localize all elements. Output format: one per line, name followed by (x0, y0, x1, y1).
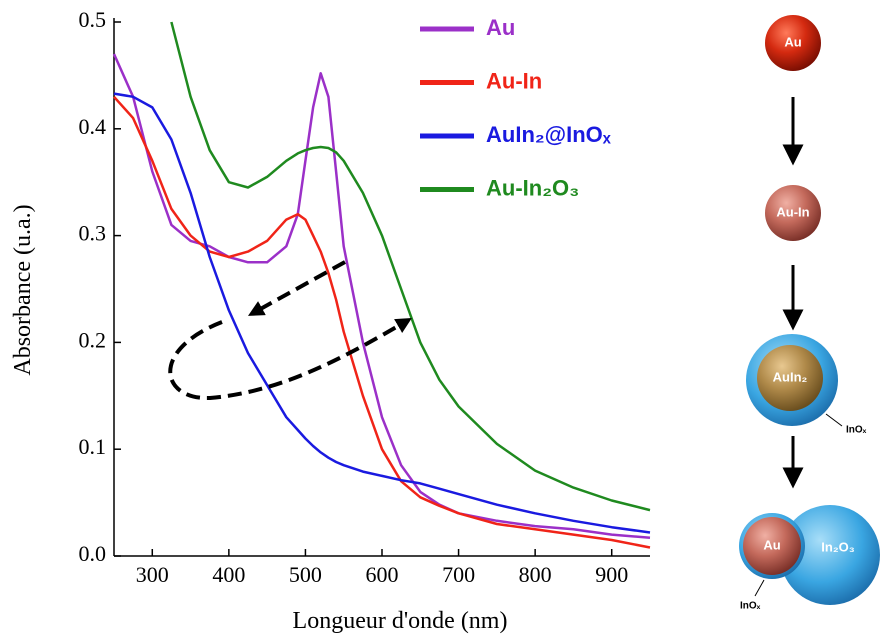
y-tick-label: 0.0 (79, 541, 107, 566)
node-label: Au (784, 34, 801, 49)
node-label: Au (763, 537, 780, 552)
node-label: AuIn₂ (773, 369, 808, 384)
legend-label: Au-In₂O₃ (486, 175, 579, 200)
x-tick-label: 900 (595, 562, 628, 587)
legend-label: Au (486, 15, 515, 40)
plot: 0.0 0.1 0.2 0.3 0.4 0.5 300 400 500 600 700 800 900 A… (79, 7, 651, 587)
x-axis-label: Longueur d'onde (nm) (293, 608, 508, 634)
diagram: Au Au-In AuIn₂ InOₓ Au In₂O₃ InOₓ (739, 15, 880, 612)
shell-label: InOₓ (740, 601, 761, 612)
x-tick-label: 600 (366, 562, 399, 587)
y-tick-label: 0.1 (79, 434, 107, 459)
y-tick-label: 0.2 (79, 327, 107, 352)
series-line (113, 95, 651, 549)
shell-label: InOₓ (846, 425, 867, 436)
node-label: Au-In (776, 204, 809, 219)
y-tick-label: 0.3 (79, 221, 107, 246)
y-tick-label: 0.4 (79, 114, 107, 139)
series-line (113, 92, 651, 534)
legend-label: AuIn₂@InOₓ (486, 122, 612, 147)
legend-label: Au-In (486, 68, 542, 93)
x-tick-label: 300 (136, 562, 169, 587)
annotation-arrows (168, 260, 412, 401)
y-axis-label: Absorbance (u.a.) (10, 204, 36, 375)
partner-label: In₂O₃ (821, 539, 854, 554)
series-line (170, 21, 651, 512)
x-tick-label: 700 (442, 562, 475, 587)
x-tick-label: 800 (519, 562, 552, 587)
x-tick-label: 500 (289, 562, 322, 587)
y-tick-label: 0.5 (79, 7, 107, 32)
x-tick-label: 400 (212, 562, 245, 587)
